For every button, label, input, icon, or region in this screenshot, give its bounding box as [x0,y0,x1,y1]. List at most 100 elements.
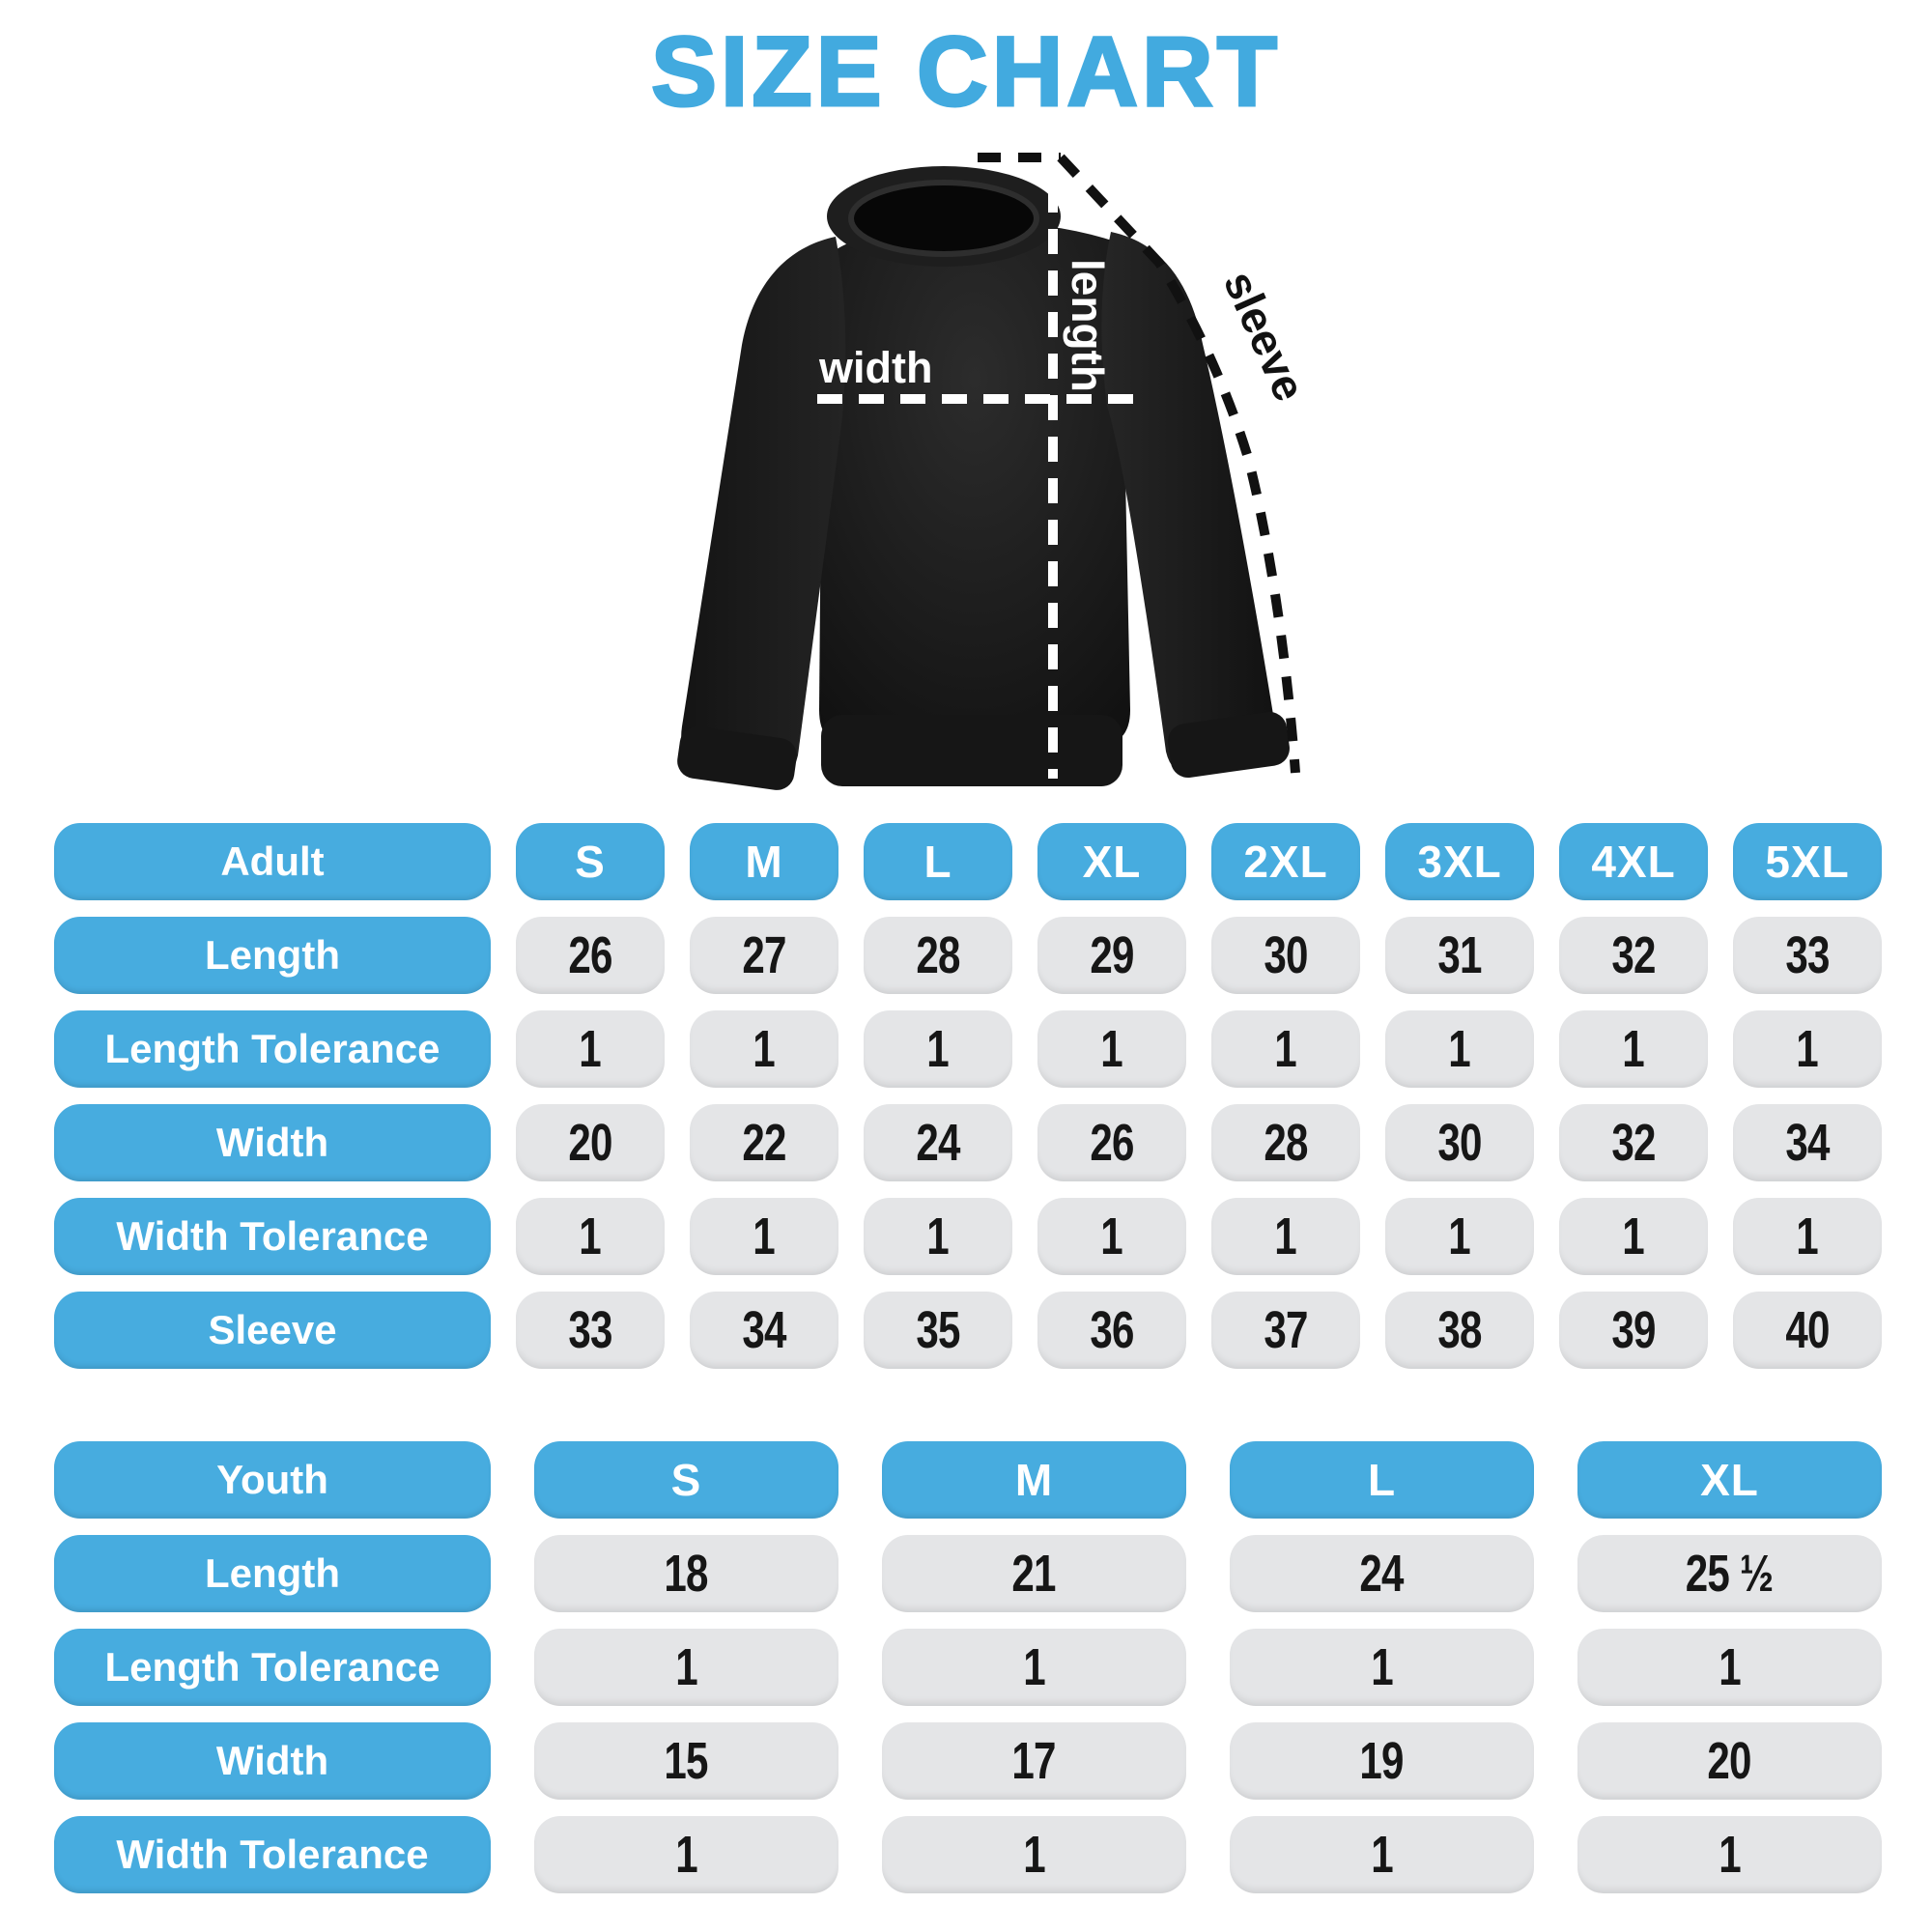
value-cell: 26 [516,917,665,994]
value-cell-text: 1 [1274,1208,1297,1265]
value-cell-text: 20 [568,1114,612,1172]
sleeve-label: sleeve [1214,264,1316,409]
size-header-cell: S [534,1441,838,1519]
value-cell-text: 1 [1274,1020,1297,1078]
value-cell: 33 [516,1292,665,1369]
value-cell: 32 [1559,917,1708,994]
value-cell-text: 33 [568,1301,612,1359]
value-cell-text: 1 [926,1208,950,1265]
sleeve-dashed-line [1057,154,1300,774]
value-cell-text: 1 [1622,1208,1645,1265]
row-label: Width [54,1722,491,1800]
value-cell-text: 19 [1359,1732,1405,1790]
value-cell-text: 29 [1090,926,1134,984]
size-header-cell: S [516,823,665,900]
value-cell-text: 34 [742,1301,786,1359]
value-cell: 21 [882,1535,1186,1612]
value-cell: 32 [1559,1104,1708,1181]
value-cell: 39 [1559,1292,1708,1369]
sweatshirt-right-cuff [1168,711,1290,779]
value-cell: 24 [1230,1535,1534,1612]
value-cell: 1 [534,1629,838,1706]
value-cell-text: 27 [742,926,786,984]
value-cell: 1 [516,1198,665,1275]
value-cell-text: 32 [1611,926,1656,984]
value-cell: 1 [1577,1816,1882,1893]
size-header-cell: 5XL [1733,823,1882,900]
row-label: Length Tolerance [54,1010,491,1088]
sweatshirt-left-cuff [677,726,797,790]
value-cell-text: 39 [1611,1301,1656,1359]
size-header-cell: L [1230,1441,1534,1519]
value-cell: 34 [690,1292,838,1369]
table-header-label: Youth [54,1441,491,1519]
size-header-cell: L [864,823,1012,900]
value-cell-text: 31 [1437,926,1482,984]
value-cell: 1 [864,1198,1012,1275]
value-cell-text: 1 [1100,1020,1123,1078]
value-cell-text: 1 [1371,1638,1393,1696]
value-cell-text: 36 [1090,1301,1134,1359]
value-cell: 1 [1733,1198,1882,1275]
value-cell: 27 [690,917,838,994]
value-cell: 1 [1577,1629,1882,1706]
value-cell: 1 [1211,1010,1360,1088]
value-cell: 1 [1211,1198,1360,1275]
value-cell-text: 1 [1448,1208,1471,1265]
value-cell: 40 [1733,1292,1882,1369]
value-cell: 1 [1230,1629,1534,1706]
value-cell: 17 [882,1722,1186,1800]
width-label: width [818,343,932,392]
value-cell: 1 [882,1629,1186,1706]
value-cell-text: 33 [1785,926,1830,984]
value-cell-text: 1 [926,1020,950,1078]
value-cell-text: 28 [1264,1114,1308,1172]
value-cell-text: 26 [568,926,612,984]
value-cell-text: 34 [1785,1114,1830,1172]
value-cell: 1 [690,1198,838,1275]
value-cell: 20 [516,1104,665,1181]
value-cell: 1 [1385,1198,1534,1275]
table-header-label: Adult [54,823,491,900]
value-cell-text: 1 [1719,1638,1741,1696]
value-cell-text: 40 [1785,1301,1830,1359]
value-cell: 28 [864,917,1012,994]
value-cell-text: 26 [1090,1114,1134,1172]
value-cell-text: 30 [1264,926,1308,984]
value-cell: 1 [534,1816,838,1893]
value-cell-text: 21 [1011,1545,1057,1603]
value-cell: 18 [534,1535,838,1612]
value-cell-text: 37 [1264,1301,1308,1359]
value-cell: 1 [1037,1010,1186,1088]
value-cell: 38 [1385,1292,1534,1369]
value-cell: 1 [1559,1198,1708,1275]
sweatshirt-hem-band [821,715,1122,786]
row-label: Length Tolerance [54,1629,491,1706]
value-cell: 1 [516,1010,665,1088]
value-cell: 1 [1230,1816,1534,1893]
value-cell-text: 15 [664,1732,709,1790]
value-cell: 31 [1385,917,1534,994]
length-label: length [1063,259,1113,392]
value-cell: 1 [690,1010,838,1088]
value-cell-text: 1 [579,1208,602,1265]
value-cell-text: 18 [664,1545,709,1603]
adult-size-table: Adult S M L XL 2XL 3XL 4XL 5XL Length 26 27 28 29 30 31… [54,823,1882,1369]
value-cell-text: 1 [753,1020,776,1078]
value-cell: 30 [1211,917,1360,994]
sweatshirt-left-sleeve [681,237,846,780]
value-cell-text: 1 [1796,1020,1819,1078]
value-cell: 33 [1733,917,1882,994]
value-cell: 1 [1037,1198,1186,1275]
value-cell: 26 [1037,1104,1186,1181]
value-cell-text: 1 [675,1826,697,1884]
value-cell: 36 [1037,1292,1186,1369]
value-cell: 1 [1385,1010,1534,1088]
value-cell-text: 24 [1359,1545,1405,1603]
row-label: Width Tolerance [54,1816,491,1893]
value-cell: 20 [1577,1722,1882,1800]
value-cell-text: 1 [1448,1020,1471,1078]
value-cell: 1 [1559,1010,1708,1088]
size-header-cell: M [690,823,838,900]
value-cell-text: 35 [916,1301,960,1359]
